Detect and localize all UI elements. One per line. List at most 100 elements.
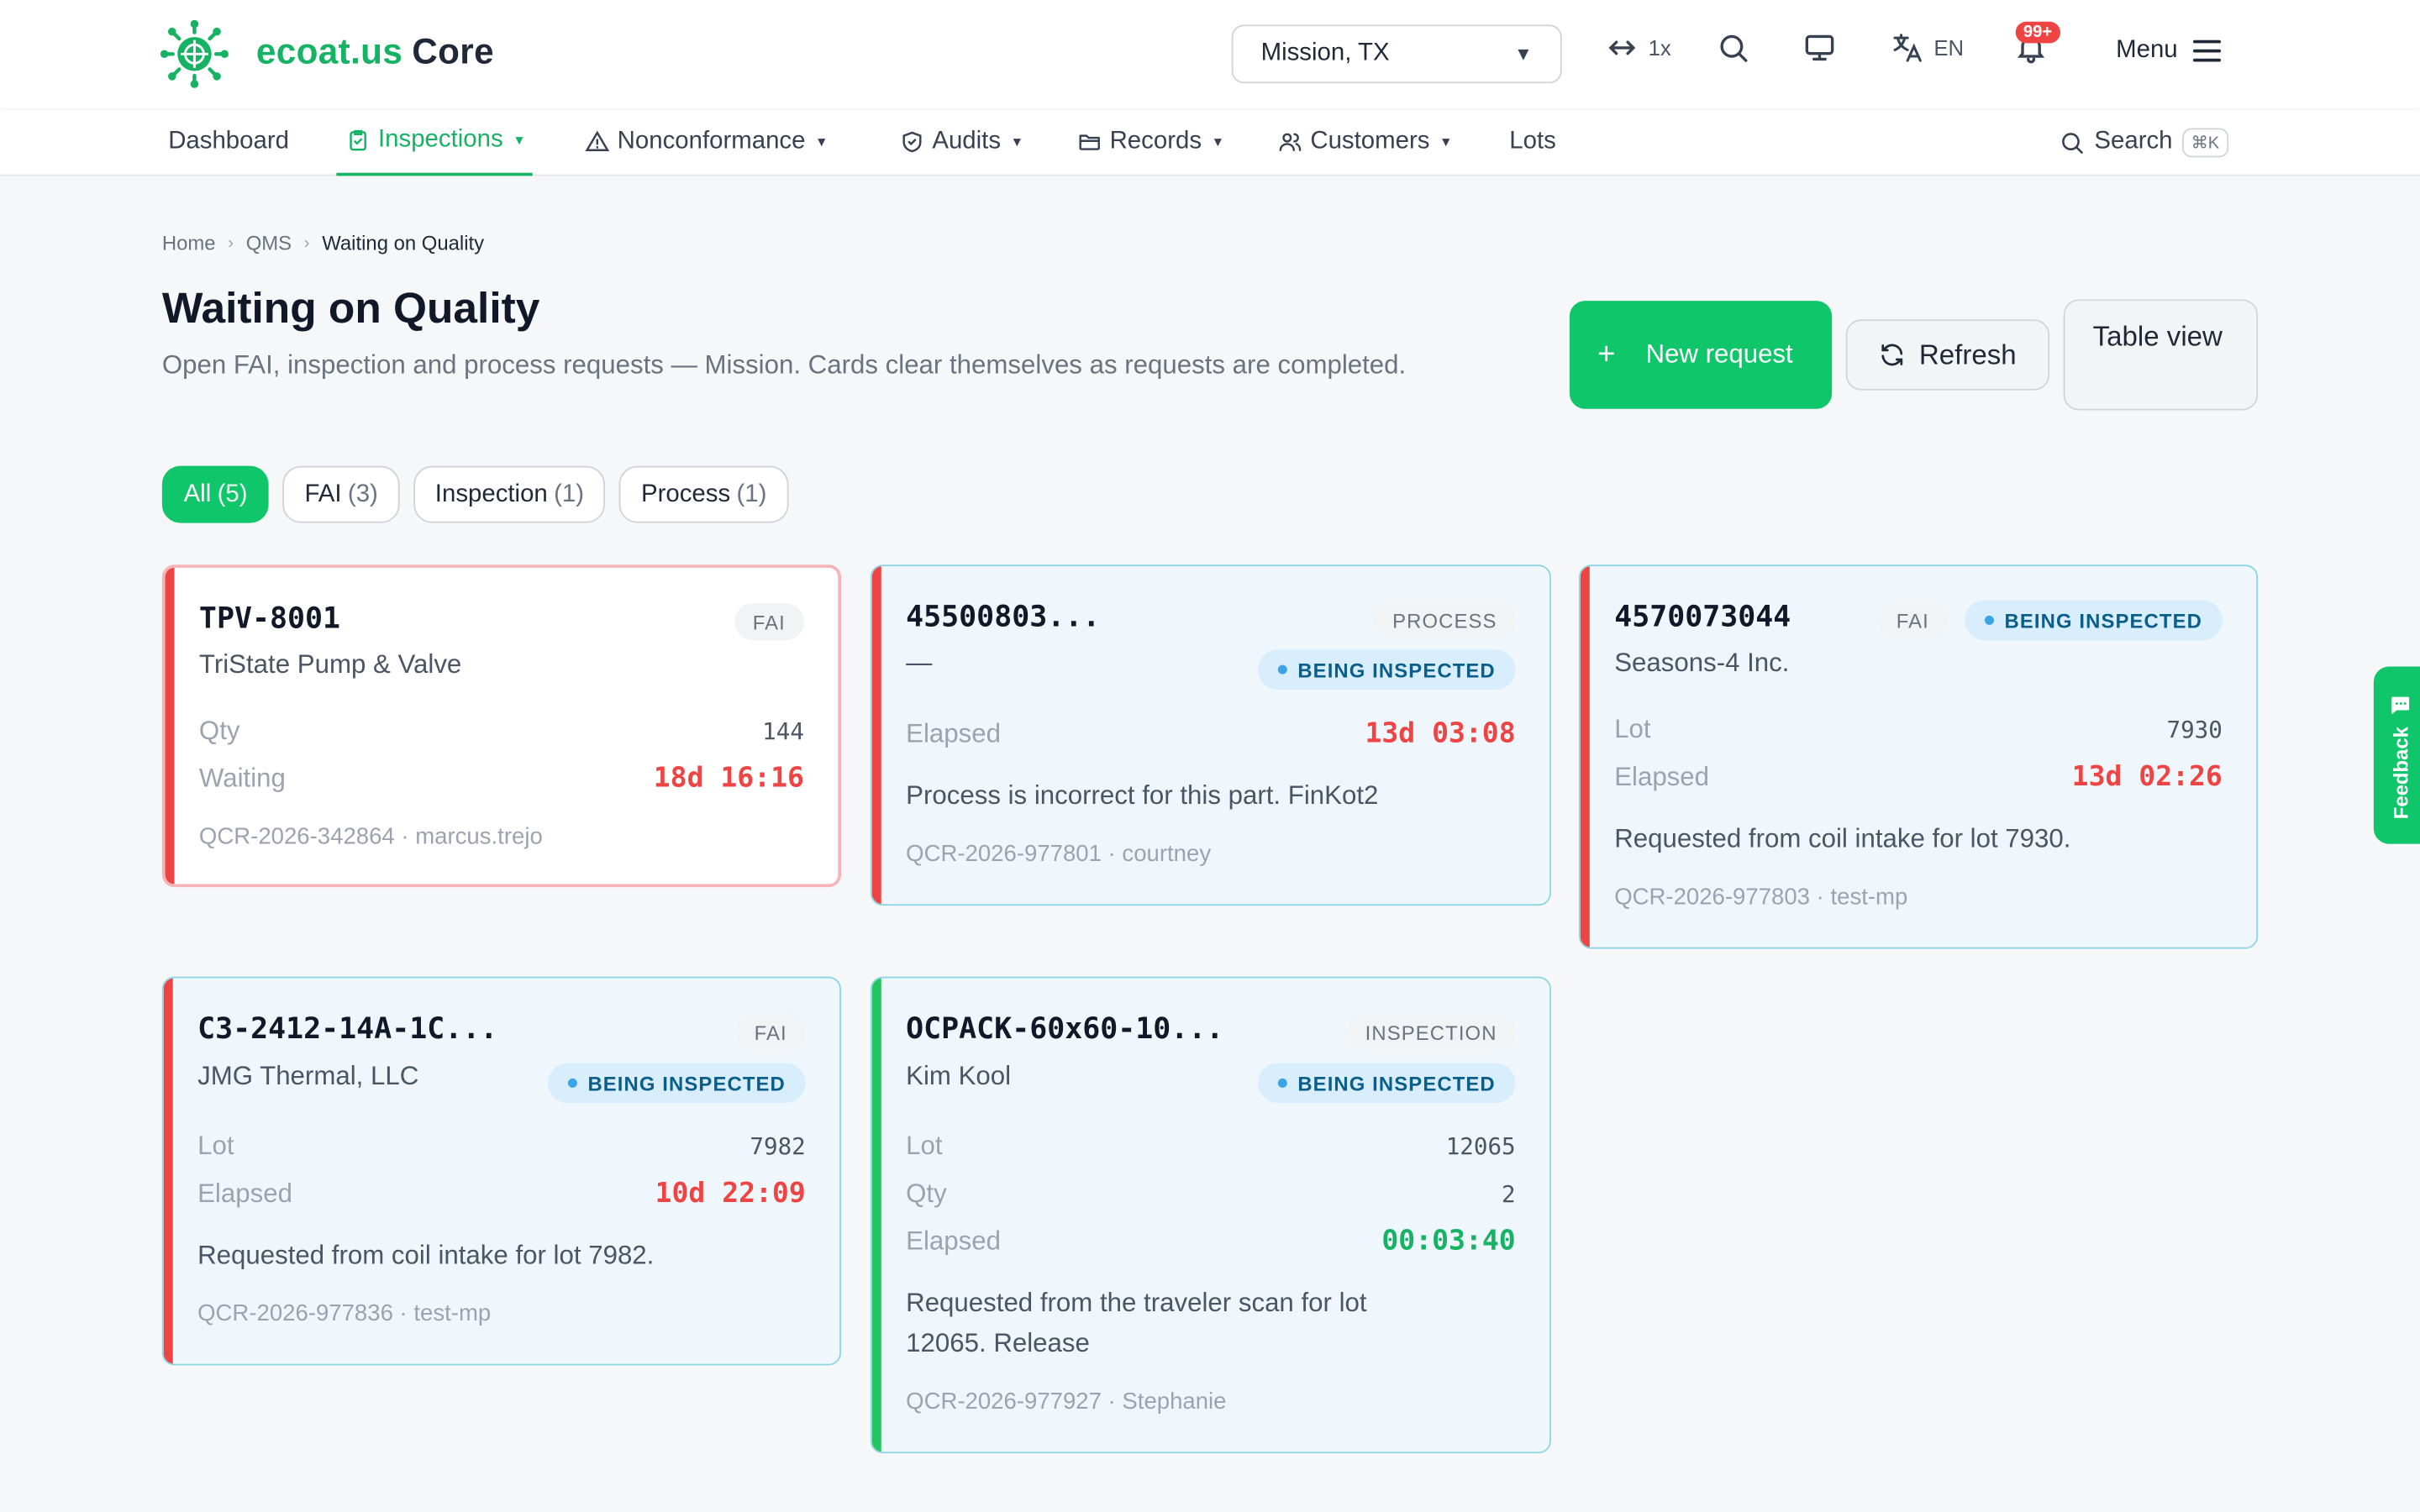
card-note: Requested from the traveler scan for lot… (906, 1288, 1367, 1358)
request-card[interactable]: C3-2412-14A-1C... FAI JMG Thermal, LLC B… (161, 976, 842, 1366)
card-type-tag: FAI (734, 603, 804, 641)
card-type-tag: PROCESS (1374, 601, 1516, 639)
nav-audits[interactable]: Audits ▾ (900, 108, 1021, 176)
menu-button[interactable]: Menu (2116, 37, 2222, 65)
status-badge-label: BEING INSPECTED (1297, 1071, 1496, 1095)
nav-customers[interactable]: Customers ▾ (1278, 108, 1449, 176)
card-part-number: C3-2412-14A-1C... (197, 1011, 498, 1047)
search-button[interactable] (1716, 31, 1749, 65)
card-row-qty: Qty 144 (199, 716, 804, 747)
elapsed-timer: 00:03:40 (1381, 1225, 1516, 1257)
table-view-label: Table view (2092, 321, 2223, 352)
brand-name[interactable]: ecoat.us Core (256, 31, 494, 73)
location-select[interactable]: Mission, TX ▼ (1231, 24, 1562, 84)
brand-primary: ecoat.us (255, 30, 403, 71)
nav-records-label: Records (1109, 128, 1202, 155)
feedback-label: Feedback (2388, 726, 2412, 819)
card-type-tag: FAI (1877, 601, 1948, 639)
nav-records[interactable]: Records ▾ (1077, 108, 1222, 176)
filter-process[interactable]: Process (1) (619, 465, 789, 523)
chevron-right-icon: › (303, 234, 310, 253)
card-part-number: 45500803... (906, 600, 1101, 634)
request-card[interactable]: OCPACK-60x60-10... INSPECTION Kim Kool B… (870, 976, 1551, 1454)
filter-all[interactable]: All (5) (161, 465, 270, 523)
card-customer: JMG Thermal, LLC (197, 1061, 419, 1091)
notification-count-badge: 99+ (2015, 21, 2060, 44)
request-card[interactable]: 4570073044 FAI BEING INSPECTED Seasons-4… (1578, 564, 2259, 949)
nav-lots[interactable]: Lots (1509, 108, 1556, 176)
card-status-bar (871, 566, 881, 905)
row-value: 12065 (1445, 1132, 1516, 1161)
card-row-elapsed: Elapsed 13d 03:08 (906, 717, 1515, 750)
chevron-down-icon: ▾ (1013, 133, 1021, 151)
elapsed-timer: 10d 22:09 (655, 1177, 806, 1210)
new-request-label: New request (1645, 339, 1793, 369)
row-label: Elapsed (197, 1178, 292, 1208)
search-icon (1720, 34, 1748, 62)
row-value: 144 (762, 717, 804, 746)
card-customer: TriState Pump & Valve (198, 649, 462, 680)
card-meta: QCR-2026-977836 · test-mp (197, 1300, 492, 1327)
new-request-button[interactable]: + New request (1569, 301, 1833, 409)
card-customer: — (906, 648, 933, 678)
status-badge: BEING INSPECTED (1964, 600, 2223, 641)
refresh-icon (1882, 344, 1904, 366)
nav-nonconformance-label: Nonconformance (617, 128, 806, 155)
status-dot-icon (1277, 664, 1287, 675)
hamburger-icon (2193, 39, 2222, 62)
card-meta: QCR-2026-342864 · marcus.trejo (198, 823, 543, 851)
monitor-icon (1805, 34, 1834, 61)
row-label: Lot (906, 1131, 943, 1161)
filter-chips: All (5) FAI (3) Inspection (1) Process (1) (161, 465, 789, 523)
display-button[interactable] (1802, 31, 1836, 65)
page-subtitle: Open FAI, inspection and process request… (161, 349, 1407, 380)
nav-dashboard[interactable]: Dashboard (168, 108, 289, 176)
row-label: Waiting (198, 763, 286, 793)
card-row-lot: Lot 7982 (197, 1131, 806, 1162)
card-part-number: OCPACK-60x60-10... (906, 1011, 1224, 1047)
breadcrumb-qms[interactable]: QMS (245, 231, 292, 255)
card-customer: Seasons-4 Inc. (1614, 648, 1790, 678)
zoom-level: 1x (1648, 35, 1671, 60)
folder-open-icon (1079, 134, 1100, 150)
row-label: Elapsed (1614, 761, 1710, 791)
chevron-down-icon: ▼ (1514, 43, 1533, 66)
filter-count: (3) (347, 480, 378, 507)
breadcrumb: Home › QMS › Waiting on Quality (162, 232, 484, 255)
warning-triangle-icon (585, 130, 610, 151)
card-status-bar (1580, 566, 1590, 948)
breadcrumb-home[interactable]: Home (161, 231, 216, 255)
filter-inspection[interactable]: Inspection (1) (413, 465, 606, 523)
arrows-horizontal-icon (1608, 40, 1636, 55)
zoom-toggle[interactable]: 1x (1605, 31, 1671, 65)
feedback-tab[interactable]: Feedback (2373, 666, 2420, 844)
status-badge: BEING INSPECTED (1257, 649, 1516, 690)
nav-nonconformance[interactable]: Nonconformance ▾ (585, 108, 825, 176)
elapsed-timer: 13d 03:08 (1365, 717, 1516, 750)
elapsed-timer: 13d 02:26 (2071, 760, 2223, 794)
request-card[interactable]: 45500803... PROCESS — BEING INSPECTED El… (870, 564, 1551, 906)
card-status-bar (871, 978, 881, 1452)
row-label: Elapsed (906, 717, 1001, 748)
card-row-elapsed: Elapsed 10d 22:09 (197, 1177, 806, 1210)
card-part-number: 4570073044 (1614, 600, 1791, 634)
filter-count: (1) (736, 480, 767, 507)
main-nav: Dashboard Inspections ▾ Nonconformance ▾… (0, 108, 2420, 176)
nav-inspections[interactable]: Inspections ▾ (336, 108, 533, 176)
status-dot-icon (1984, 615, 1994, 625)
refresh-button[interactable]: Refresh (1845, 319, 2050, 391)
card-note: Process is incorrect for this part. FinK… (906, 780, 1379, 811)
card-meta: QCR-2026-977801 · courtney (906, 841, 1212, 868)
ecoat-logo-icon[interactable] (160, 19, 229, 88)
language-button[interactable]: EN (1891, 31, 1964, 65)
card-note: Requested from coil intake for lot 7930. (1614, 823, 2071, 853)
card-row-qty: Qty 2 (906, 1179, 1515, 1210)
request-card[interactable]: TPV-8001 FAI TriState Pump & Valve Qty 1… (161, 564, 842, 888)
global-search[interactable]: Search ⌘K (2059, 120, 2229, 163)
filter-fai[interactable]: FAI (3) (282, 465, 400, 523)
nav-lots-label: Lots (1509, 128, 1556, 155)
card-meta: QCR-2026-977803 · test-mp (1614, 884, 1908, 911)
card-row-waiting: Waiting 18d 16:16 (199, 762, 804, 795)
location-select-value: Mission, TX (1260, 39, 1390, 66)
table-view-button[interactable]: Table view (2063, 299, 2259, 411)
